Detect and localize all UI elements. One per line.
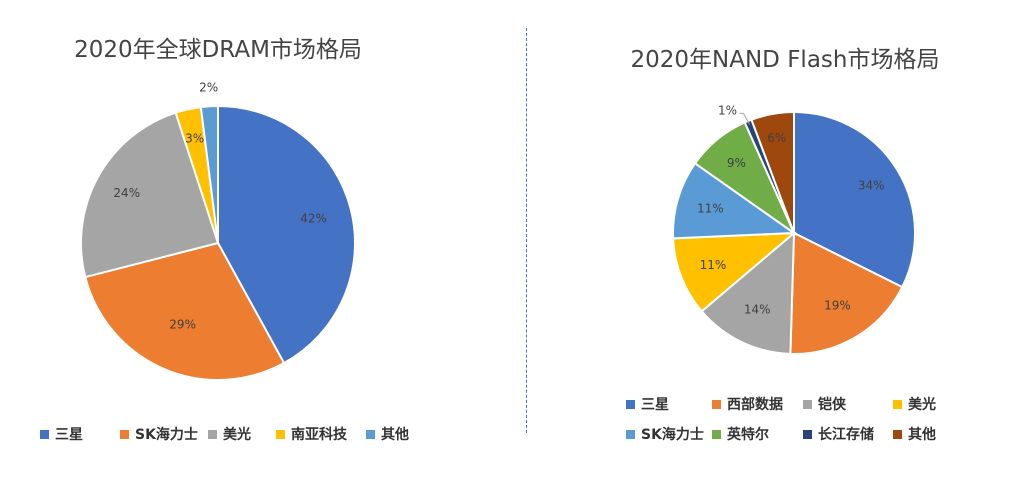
nand-legend-swatch bbox=[893, 399, 902, 409]
dram-legend-swatch bbox=[120, 429, 129, 439]
dram-legend-label: SK海力士 bbox=[135, 427, 198, 443]
nand-legend-swatch bbox=[803, 429, 812, 439]
dram-legend-swatch bbox=[276, 429, 285, 439]
nand-legend-item: 西部数据 bbox=[712, 394, 783, 414]
nand-slice-4 bbox=[672, 161, 797, 240]
dram-data-label-0: 42% bbox=[300, 211, 327, 225]
nand-legend-label: 铠侠 bbox=[818, 397, 846, 413]
nand-data-label-5: 9% bbox=[727, 156, 746, 170]
nand-slice-2 bbox=[700, 230, 796, 355]
divider-line bbox=[526, 28, 527, 433]
nand-legend-label: 英特尔 bbox=[727, 427, 769, 443]
dram-legend-swatch bbox=[366, 429, 375, 439]
nand-legend-label: 长江存储 bbox=[818, 427, 874, 443]
nand-legend-item: 其他 bbox=[893, 424, 936, 444]
nand-legend-swatch bbox=[626, 399, 635, 409]
dram-slice-0 bbox=[217, 104, 356, 365]
dram-chart-title: 2020年全球DRAM市场格局 bbox=[74, 37, 362, 63]
dram-legend-item: 南亚科技 bbox=[276, 424, 347, 444]
dram-slice-2 bbox=[80, 111, 220, 279]
dram-legend-swatch bbox=[40, 429, 49, 439]
nand-legend-label: 三星 bbox=[641, 397, 669, 413]
nand-leader-line-6 bbox=[739, 112, 750, 125]
nand-slice-0 bbox=[793, 110, 916, 289]
nand-data-label-7: 6% bbox=[767, 131, 786, 145]
dram-legend-label: 南亚科技 bbox=[291, 427, 347, 443]
dram-data-label-4: 2% bbox=[199, 80, 218, 94]
dram-data-label-2: 24% bbox=[113, 186, 140, 200]
nand-data-label-1: 19% bbox=[824, 299, 851, 313]
dram-slice-1 bbox=[84, 241, 286, 381]
nand-legend-item: 三星 bbox=[626, 394, 669, 414]
dram-legend-item: SK海力士 bbox=[120, 424, 198, 444]
dram-legend-swatch bbox=[208, 429, 217, 439]
nand-data-label-2: 14% bbox=[744, 302, 771, 316]
dram-legend-item: 美光 bbox=[208, 424, 251, 444]
nand-legend-label: 其他 bbox=[908, 427, 936, 443]
dram-legend-item: 其他 bbox=[366, 424, 409, 444]
nand-data-label-4: 11% bbox=[697, 202, 724, 216]
nand-data-label-0: 34% bbox=[858, 178, 885, 192]
nand-legend-item: 美光 bbox=[893, 394, 936, 414]
dram-legend-item: 三星 bbox=[40, 424, 83, 444]
nand-slice-3 bbox=[672, 231, 797, 313]
dram-slice-4 bbox=[199, 104, 219, 244]
nand-slice-7 bbox=[750, 110, 795, 234]
nand-legend-swatch bbox=[803, 399, 812, 409]
nand-legend-label: SK海力士 bbox=[641, 427, 704, 443]
nand-slice-1 bbox=[789, 231, 904, 355]
dram-data-label-1: 29% bbox=[169, 318, 196, 332]
nand-legend-item: 铠侠 bbox=[803, 394, 846, 414]
nand-legend-swatch bbox=[626, 429, 635, 439]
nand-legend-label: 美光 bbox=[908, 397, 936, 413]
dram-legend-label: 美光 bbox=[223, 427, 251, 443]
nand-legend-item: 英特尔 bbox=[712, 424, 769, 444]
dram-legend-label: 其他 bbox=[381, 427, 409, 443]
dram-legend-label: 三星 bbox=[55, 427, 83, 443]
nand-legend-swatch bbox=[712, 429, 721, 439]
dram-data-label-3: 3% bbox=[185, 132, 204, 146]
nand-legend-swatch bbox=[712, 399, 721, 409]
nand-legend-item: 长江存储 bbox=[803, 424, 874, 444]
nand-chart-title: 2020年NAND Flash市场格局 bbox=[630, 47, 940, 73]
nand-legend-swatch bbox=[893, 429, 902, 439]
nand-legend-item: SK海力士 bbox=[626, 424, 704, 444]
nand-data-label-6: 1% bbox=[718, 103, 737, 117]
nand-legend-label: 西部数据 bbox=[727, 397, 783, 413]
nand-data-label-3: 11% bbox=[700, 258, 727, 272]
